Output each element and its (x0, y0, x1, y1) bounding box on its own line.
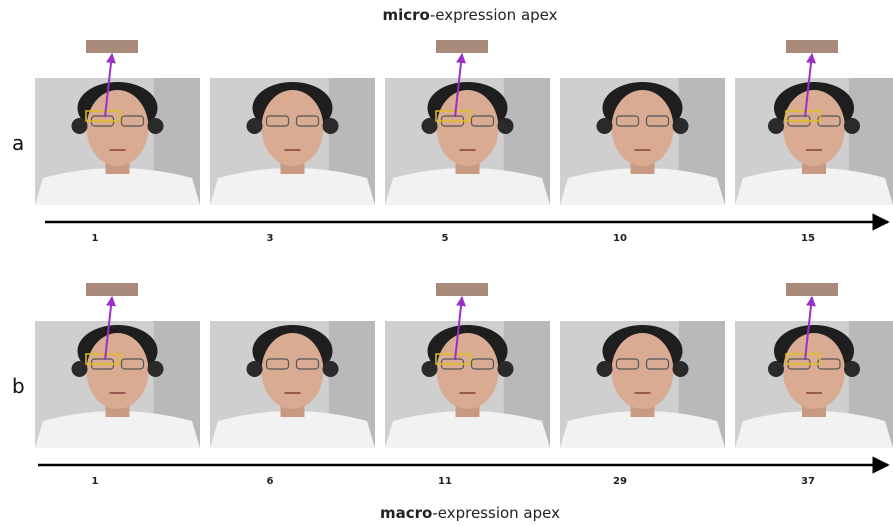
video-frame (210, 321, 375, 448)
frame-number: 10 (613, 233, 627, 244)
title-rest: -expression apex (430, 6, 558, 24)
eyebrow-crop (436, 283, 488, 296)
video-frame (735, 40, 893, 205)
video-frame (210, 78, 375, 205)
headphone (498, 118, 514, 134)
frame-number: 6 (267, 476, 274, 487)
headphone (673, 118, 689, 134)
headphone (498, 361, 514, 377)
headphone (844, 118, 860, 134)
headphone (323, 118, 339, 134)
figure: micro-expression apex macro-expression a… (0, 0, 893, 526)
face (783, 90, 845, 166)
frame-number: 1 (92, 476, 99, 487)
video-frame (35, 40, 200, 205)
eyebrow-crop (436, 40, 488, 53)
title-rest: -expression apex (432, 504, 560, 522)
headphone (768, 118, 784, 134)
video-frame (560, 78, 725, 205)
headphone (323, 361, 339, 377)
video-frame (735, 283, 893, 448)
video-frame (385, 40, 550, 205)
face (87, 90, 149, 166)
face (437, 90, 499, 166)
headphone (148, 118, 164, 134)
frame-number: 15 (801, 233, 815, 244)
video-frame (385, 283, 550, 448)
headphone (597, 361, 613, 377)
headphone (247, 118, 263, 134)
frame-number: 3 (267, 233, 274, 244)
video-frame (35, 283, 200, 448)
title-bold: macro (380, 504, 432, 522)
face (612, 333, 674, 409)
top-title: micro-expression apex (382, 6, 557, 24)
frame-number: 1 (92, 233, 99, 244)
eyebrow-crop (86, 283, 138, 296)
headphone (72, 361, 88, 377)
headphone (247, 361, 263, 377)
row-label: b (12, 374, 25, 398)
video-frame (560, 321, 725, 448)
headphone (148, 361, 164, 377)
headphone (768, 361, 784, 377)
headphone (597, 118, 613, 134)
eyebrow-crop (786, 283, 838, 296)
headphone (72, 118, 88, 134)
headphone (673, 361, 689, 377)
face (262, 333, 324, 409)
face (262, 90, 324, 166)
eyebrow-crop (786, 40, 838, 53)
headphone (422, 118, 438, 134)
title-bold: micro (382, 6, 429, 24)
frame-number: 11 (438, 476, 452, 487)
row-label: a (12, 131, 24, 155)
face (437, 333, 499, 409)
face (783, 333, 845, 409)
frame-number: 29 (613, 476, 627, 487)
headphone (844, 361, 860, 377)
frame-number: 37 (801, 476, 815, 487)
face (612, 90, 674, 166)
frame-number: 5 (442, 233, 449, 244)
eyebrow-crop (86, 40, 138, 53)
bottom-title: macro-expression apex (380, 504, 560, 522)
headphone (422, 361, 438, 377)
face (87, 333, 149, 409)
